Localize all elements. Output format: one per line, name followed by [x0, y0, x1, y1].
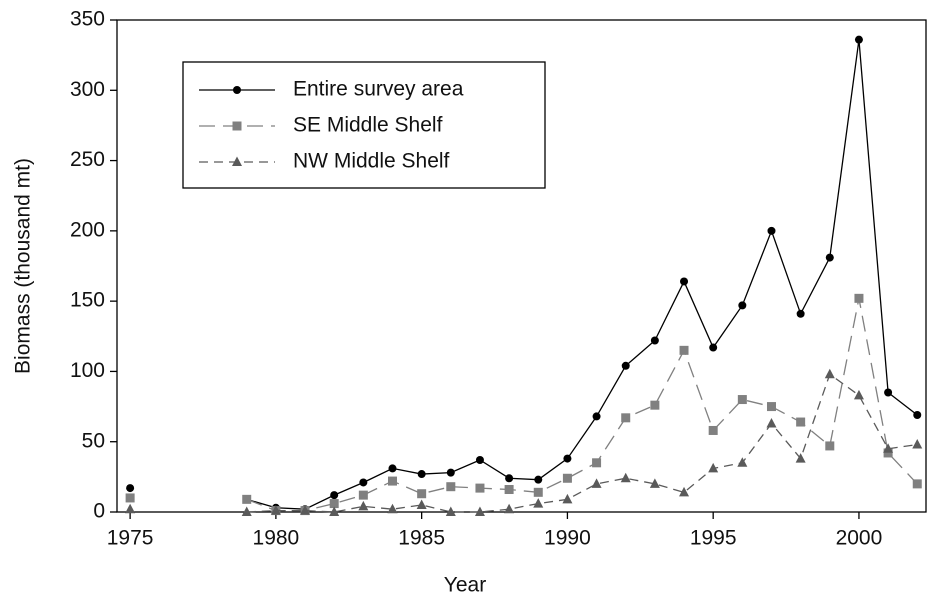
point — [679, 345, 689, 355]
point — [387, 503, 398, 514]
point — [767, 226, 776, 235]
legend-label: NW Middle Shelf — [293, 150, 450, 173]
legend-marker — [232, 121, 242, 131]
point — [737, 457, 748, 467]
point — [358, 500, 369, 511]
legend-label: Entire survey area — [293, 78, 464, 101]
point — [708, 462, 719, 473]
x-tick-label: 1990 — [544, 527, 591, 550]
y-tick-label: 0 — [93, 500, 105, 523]
series-line — [246, 39, 918, 510]
point — [708, 425, 718, 435]
point — [621, 413, 631, 423]
point — [563, 454, 572, 463]
point — [883, 443, 894, 453]
point — [854, 35, 863, 44]
point — [825, 441, 835, 451]
point — [824, 368, 835, 379]
point — [300, 505, 311, 515]
point — [359, 478, 368, 487]
legend-marker — [232, 156, 242, 166]
x-tick-label: 1975 — [107, 527, 154, 550]
point — [795, 453, 806, 463]
point — [270, 505, 281, 515]
point — [709, 343, 718, 352]
point — [475, 483, 485, 493]
y-tick-label: 250 — [70, 148, 105, 171]
y-tick-label: 150 — [70, 289, 105, 312]
point — [592, 458, 602, 468]
point — [913, 411, 922, 420]
point — [242, 494, 252, 504]
point — [796, 309, 805, 318]
point — [126, 484, 135, 493]
point — [358, 490, 368, 500]
y-tick-label: 200 — [70, 218, 105, 241]
x-tick-label: 1985 — [398, 527, 445, 550]
point — [912, 479, 922, 489]
x-tick-label: 1980 — [253, 527, 300, 550]
y-axis-label: Biomass (thousand mt) — [12, 158, 35, 374]
point — [329, 506, 340, 516]
point — [388, 464, 397, 473]
point — [504, 485, 514, 495]
point — [562, 493, 573, 504]
point — [416, 499, 427, 509]
point — [620, 472, 631, 483]
point — [883, 448, 893, 458]
point — [591, 478, 602, 488]
y-tick-label: 300 — [70, 78, 105, 101]
point — [125, 503, 136, 514]
point — [504, 503, 515, 514]
x-axis-label: Year — [444, 574, 486, 597]
point — [621, 361, 630, 370]
legend-marker — [233, 86, 241, 94]
point — [417, 489, 427, 499]
point — [446, 468, 455, 477]
point — [475, 455, 484, 464]
point — [679, 486, 690, 497]
point — [330, 491, 339, 500]
y-tick-label: 350 — [70, 8, 105, 31]
point — [854, 293, 864, 303]
point — [796, 417, 806, 427]
point — [241, 506, 252, 516]
point — [649, 478, 660, 488]
point — [533, 487, 543, 497]
point — [417, 470, 426, 479]
point — [766, 402, 776, 412]
legend-box — [182, 61, 546, 189]
x-tick-label: 1995 — [690, 527, 737, 550]
plot-frame — [116, 19, 927, 513]
point — [329, 499, 339, 509]
point — [825, 253, 834, 262]
point — [853, 389, 864, 400]
point — [737, 395, 747, 405]
legend-label: SE Middle Shelf — [293, 114, 443, 137]
point — [534, 475, 543, 484]
point — [505, 474, 514, 483]
point — [592, 412, 601, 421]
point — [562, 473, 572, 483]
point — [738, 301, 747, 310]
point — [445, 506, 456, 516]
series-line — [246, 373, 918, 513]
point — [912, 439, 923, 449]
point — [387, 476, 397, 486]
point — [884, 388, 893, 397]
y-tick-label: 100 — [70, 359, 105, 382]
point — [650, 336, 659, 345]
point — [533, 498, 544, 508]
x-tick-label: 2000 — [836, 527, 883, 550]
point — [650, 400, 660, 410]
point — [446, 482, 456, 492]
point — [680, 277, 689, 286]
point — [766, 417, 777, 428]
series-line — [246, 298, 918, 512]
point — [125, 493, 135, 503]
y-tick-label: 50 — [82, 429, 105, 452]
point — [474, 506, 485, 516]
